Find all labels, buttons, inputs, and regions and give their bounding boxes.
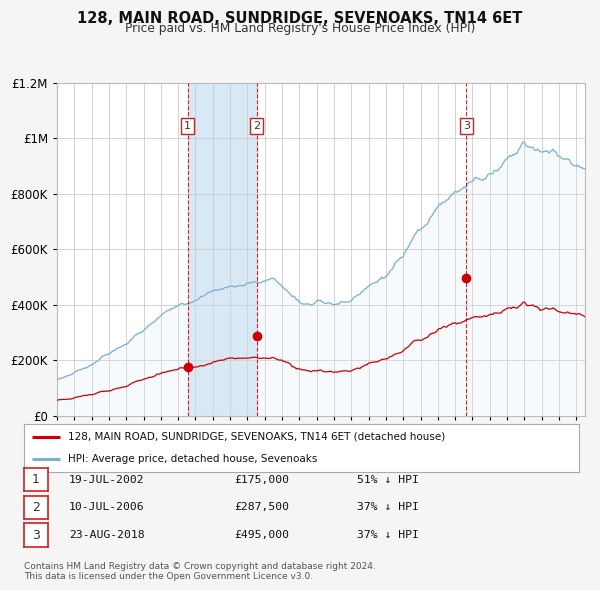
Text: £495,000: £495,000 bbox=[234, 530, 289, 540]
Text: Price paid vs. HM Land Registry's House Price Index (HPI): Price paid vs. HM Land Registry's House … bbox=[125, 22, 475, 35]
Text: Contains HM Land Registry data © Crown copyright and database right 2024.: Contains HM Land Registry data © Crown c… bbox=[24, 562, 376, 571]
Text: 23-AUG-2018: 23-AUG-2018 bbox=[69, 530, 145, 540]
Text: HPI: Average price, detached house, Sevenoaks: HPI: Average price, detached house, Seve… bbox=[68, 454, 318, 464]
Text: 128, MAIN ROAD, SUNDRIDGE, SEVENOAKS, TN14 6ET: 128, MAIN ROAD, SUNDRIDGE, SEVENOAKS, TN… bbox=[77, 11, 523, 25]
Text: 3: 3 bbox=[463, 121, 470, 130]
Text: 2: 2 bbox=[32, 501, 40, 514]
Text: £175,000: £175,000 bbox=[234, 475, 289, 484]
Text: 19-JUL-2002: 19-JUL-2002 bbox=[69, 475, 145, 484]
Text: 37% ↓ HPI: 37% ↓ HPI bbox=[357, 503, 419, 512]
Text: 37% ↓ HPI: 37% ↓ HPI bbox=[357, 530, 419, 540]
Text: This data is licensed under the Open Government Licence v3.0.: This data is licensed under the Open Gov… bbox=[24, 572, 313, 581]
Text: 51% ↓ HPI: 51% ↓ HPI bbox=[357, 475, 419, 484]
Text: 10-JUL-2006: 10-JUL-2006 bbox=[69, 503, 145, 512]
Text: 2: 2 bbox=[253, 121, 260, 130]
Text: £287,500: £287,500 bbox=[234, 503, 289, 512]
Bar bbox=[188, 83, 257, 416]
Text: 1: 1 bbox=[32, 473, 40, 486]
Text: 128, MAIN ROAD, SUNDRIDGE, SEVENOAKS, TN14 6ET (detached house): 128, MAIN ROAD, SUNDRIDGE, SEVENOAKS, TN… bbox=[68, 432, 446, 442]
Text: 3: 3 bbox=[32, 529, 40, 542]
Text: 1: 1 bbox=[184, 121, 191, 130]
